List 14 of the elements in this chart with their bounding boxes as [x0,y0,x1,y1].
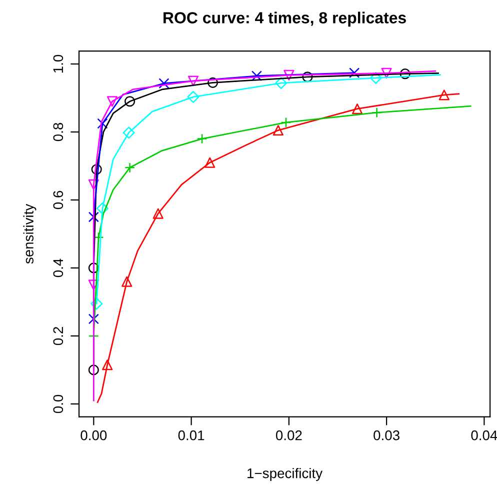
y-tick-label: 1.0 [53,54,64,73]
y-tick-label: 0.8 [53,122,64,142]
x-tick-label: 0.03 [374,430,400,440]
y-tick-label: 0.0 [53,394,64,414]
x-tick-label: 0.00 [80,430,107,440]
y-tick-label: 0.2 [53,326,64,346]
x-tick-label: 0.04 [471,430,497,440]
chart-title: ROC curve: 4 times, 8 replicates [164,12,406,27]
y-tick-label: 0.6 [53,190,64,210]
y-tick-label: 0.4 [53,258,64,278]
x-tick-label: 0.01 [178,430,204,440]
y-axis-title: sensitivity [23,204,36,264]
x-axis-title: 1−specificity [248,468,323,481]
x-tick-label: 0.02 [276,430,302,440]
